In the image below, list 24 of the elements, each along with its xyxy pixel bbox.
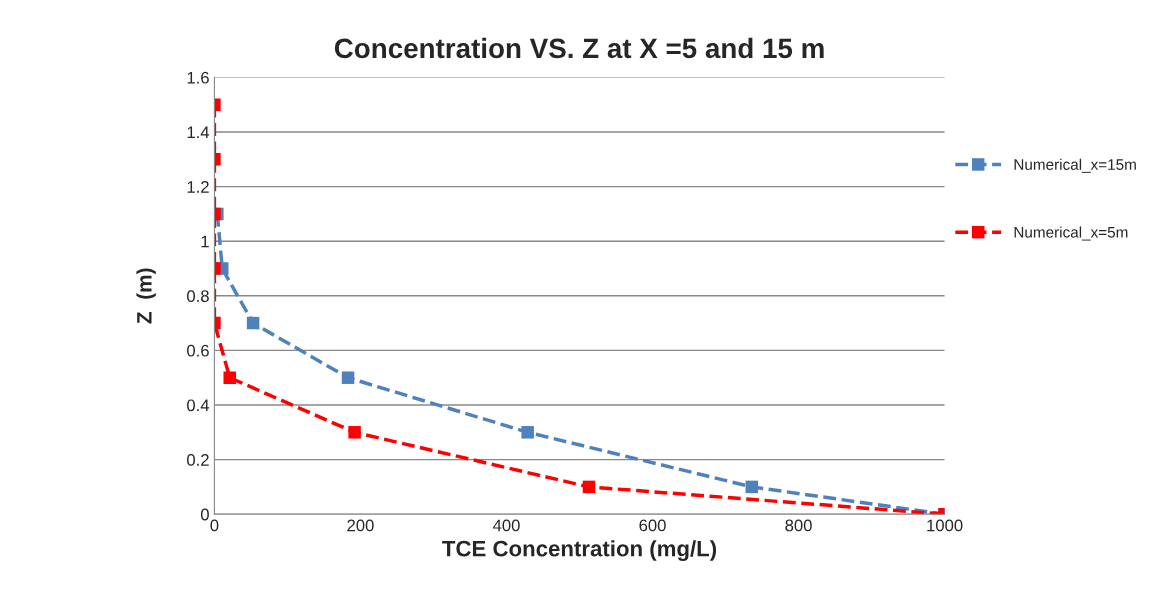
y-tick-label: 1.6 (187, 71, 209, 84)
legend-label: Numerical_x=15m (1014, 158, 1136, 173)
x-tick-label: 600 (639, 519, 666, 532)
y-tick-label: 1.4 (187, 126, 210, 139)
point (745, 480, 759, 494)
y-tick-label: 1 (201, 235, 209, 248)
y-tick-label: 0 (200, 508, 209, 521)
y-tick-label: 1.2 (187, 181, 209, 193)
x-axis-title: TCE Concentration (mg/L) (442, 540, 717, 561)
x-tick-label: 1000 (927, 519, 963, 532)
x-tick-label: 0 (210, 519, 219, 532)
point (246, 316, 260, 330)
y-tick-label: 0.2 (187, 454, 209, 466)
point (341, 371, 355, 384)
point (521, 426, 534, 439)
y-tick-label: 0.6 (187, 344, 209, 357)
legend-label: Numerical_x=5m (1014, 226, 1128, 241)
x-tick-label: 400 (492, 519, 520, 532)
chart-title: Concentration VS. Z at X =5 and 15 m (334, 37, 824, 59)
y-tick-label: 0.4 (187, 399, 210, 412)
y-axis-title: Z (m) (136, 268, 156, 324)
x-tick-label: 200 (347, 519, 374, 532)
x-tick-label: 800 (785, 519, 812, 532)
y-tick-label: 0.8 (187, 290, 209, 302)
